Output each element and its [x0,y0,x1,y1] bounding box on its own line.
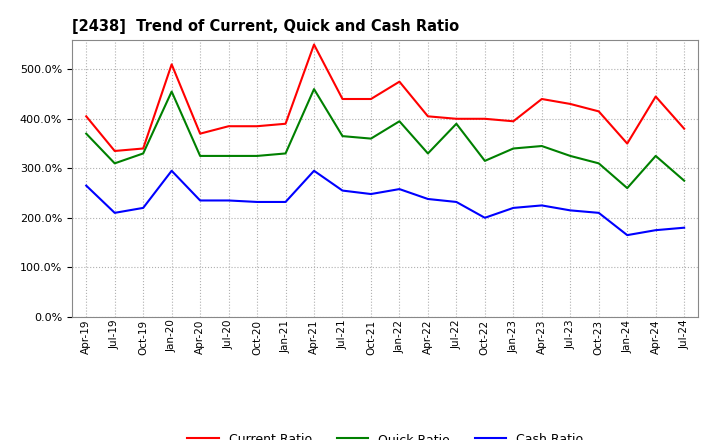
Quick Ratio [452,121,461,126]
Quick Ratio [566,153,575,158]
Quick Ratio [652,153,660,158]
Current Ratio [623,141,631,146]
Current Ratio [282,121,290,126]
Current Ratio [110,148,119,154]
Quick Ratio [623,186,631,191]
Quick Ratio [282,151,290,156]
Cash Ratio [310,168,318,173]
Cash Ratio [652,227,660,233]
Current Ratio [395,79,404,84]
Quick Ratio [82,131,91,136]
Current Ratio [196,131,204,136]
Line: Current Ratio: Current Ratio [86,44,684,151]
Quick Ratio [338,133,347,139]
Cash Ratio [338,188,347,193]
Quick Ratio [167,89,176,94]
Quick Ratio [310,86,318,92]
Cash Ratio [680,225,688,231]
Cash Ratio [366,191,375,197]
Current Ratio [310,42,318,47]
Cash Ratio [167,168,176,173]
Current Ratio [537,96,546,102]
Quick Ratio [595,161,603,166]
Text: [2438]  Trend of Current, Quick and Cash Ratio: [2438] Trend of Current, Quick and Cash … [72,19,459,34]
Current Ratio [225,124,233,129]
Quick Ratio [110,161,119,166]
Cash Ratio [253,199,261,205]
Cash Ratio [480,215,489,220]
Quick Ratio [537,143,546,149]
Current Ratio [452,116,461,121]
Quick Ratio [139,151,148,156]
Cash Ratio [537,203,546,208]
Current Ratio [253,124,261,129]
Current Ratio [595,109,603,114]
Current Ratio [480,116,489,121]
Quick Ratio [366,136,375,141]
Current Ratio [139,146,148,151]
Cash Ratio [196,198,204,203]
Line: Cash Ratio: Cash Ratio [86,171,684,235]
Cash Ratio [139,205,148,210]
Line: Quick Ratio: Quick Ratio [86,89,684,188]
Current Ratio [680,126,688,131]
Current Ratio [167,62,176,67]
Quick Ratio [423,151,432,156]
Quick Ratio [395,119,404,124]
Cash Ratio [423,196,432,202]
Cash Ratio [623,232,631,238]
Legend: Current Ratio, Quick Ratio, Cash Ratio: Current Ratio, Quick Ratio, Cash Ratio [182,429,588,440]
Quick Ratio [196,153,204,158]
Current Ratio [509,119,518,124]
Current Ratio [82,114,91,119]
Current Ratio [366,96,375,102]
Cash Ratio [509,205,518,210]
Quick Ratio [253,153,261,158]
Quick Ratio [680,178,688,183]
Current Ratio [338,96,347,102]
Cash Ratio [110,210,119,216]
Quick Ratio [509,146,518,151]
Quick Ratio [480,158,489,164]
Cash Ratio [566,208,575,213]
Current Ratio [652,94,660,99]
Current Ratio [566,101,575,106]
Cash Ratio [282,199,290,205]
Cash Ratio [452,199,461,205]
Current Ratio [423,114,432,119]
Cash Ratio [225,198,233,203]
Cash Ratio [395,187,404,192]
Cash Ratio [595,210,603,216]
Cash Ratio [82,183,91,188]
Quick Ratio [225,153,233,158]
